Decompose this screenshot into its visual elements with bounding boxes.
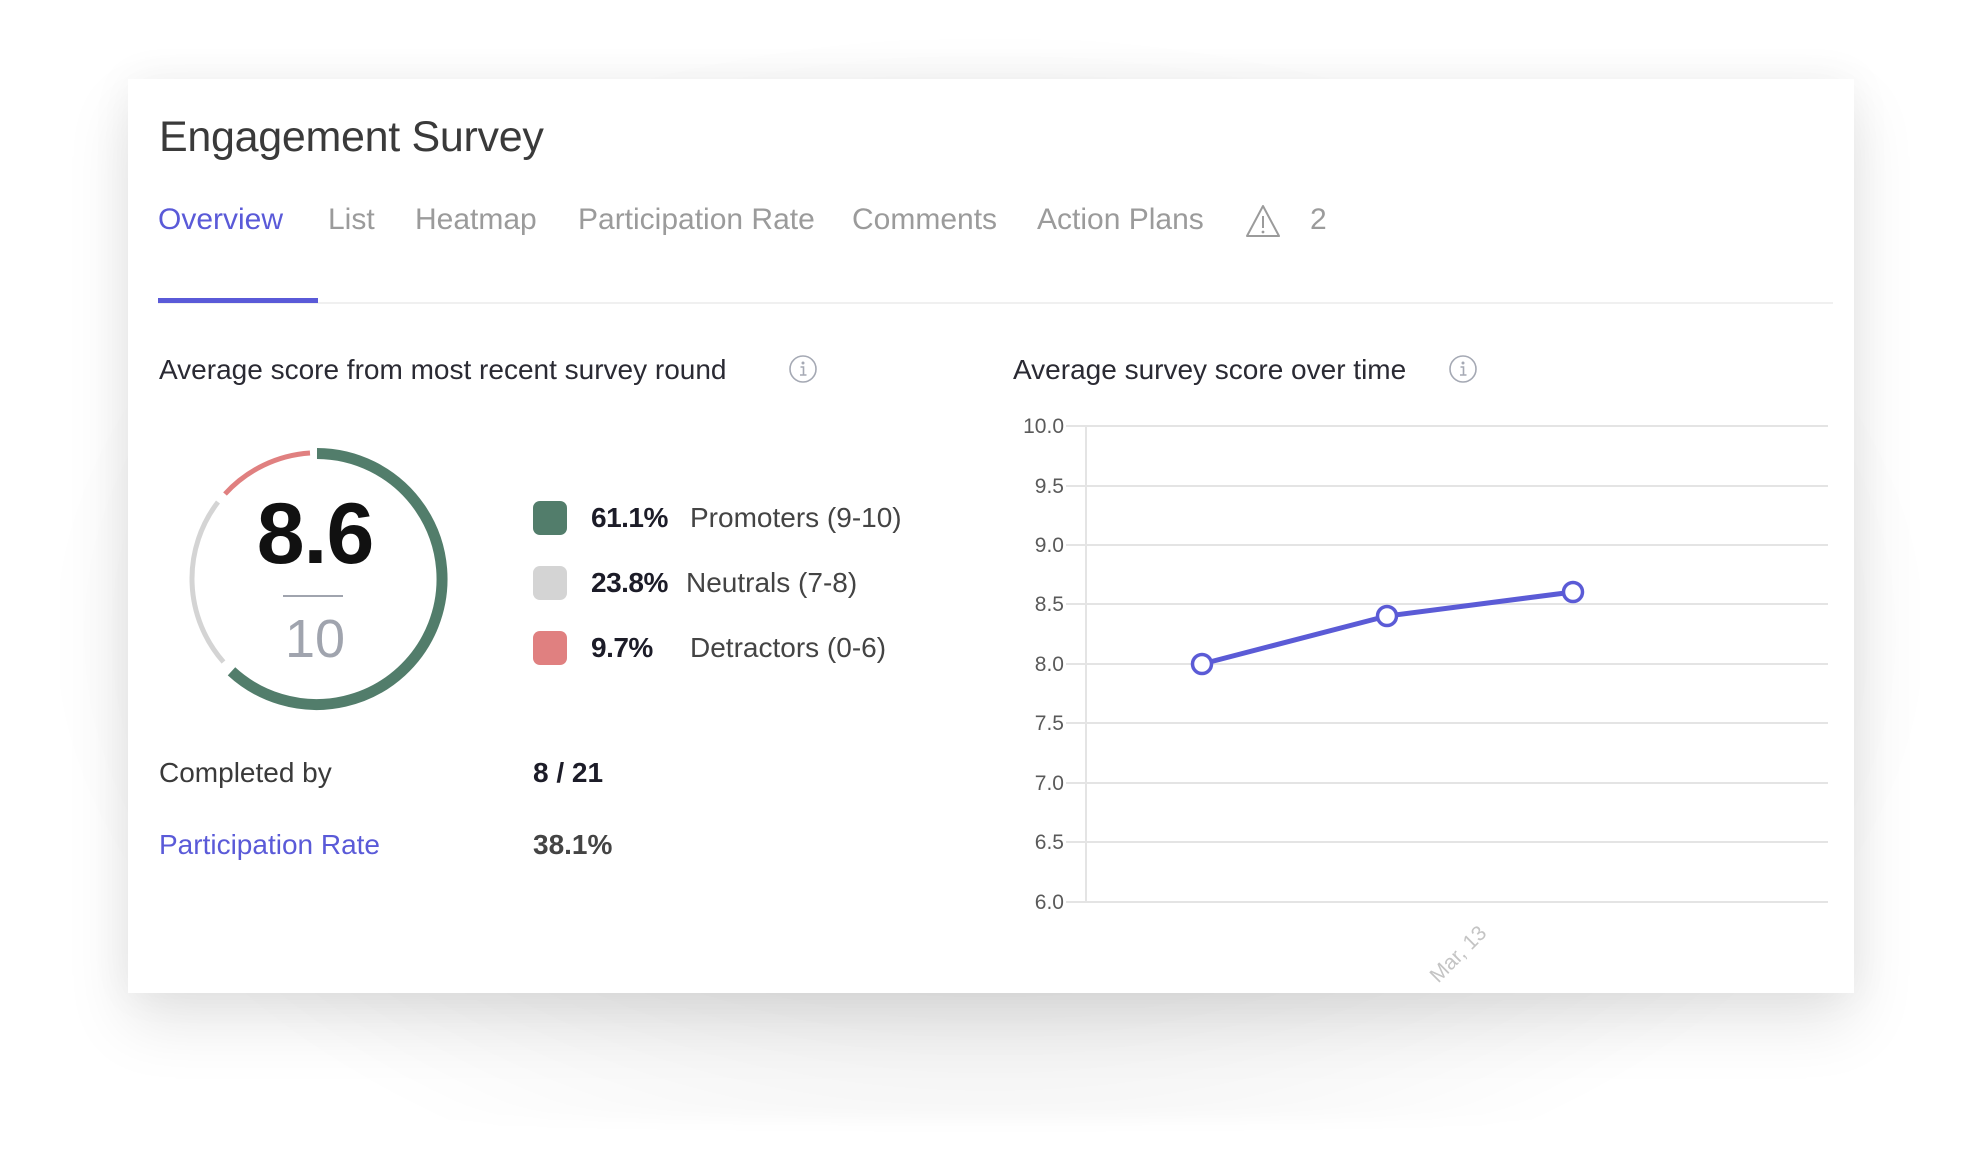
svg-text:9.0: 9.0 — [1035, 534, 1064, 557]
legend-percentage: 61.1% — [591, 502, 668, 533]
survey-card: Engagement Survey Overview List Heatmap … — [128, 79, 1854, 993]
info-icon[interactable] — [788, 354, 818, 384]
participation-rate-link[interactable]: Participation Rate — [159, 829, 381, 860]
neutrals-arc — [189, 500, 226, 664]
data-point[interactable] — [1190, 652, 1214, 676]
x-axis-label: Mar, 13 — [1426, 922, 1492, 988]
data-point[interactable] — [1375, 604, 1399, 628]
tab-heatmap[interactable]: Heatmap — [415, 203, 537, 236]
page-title: Engagement Survey — [159, 113, 544, 161]
score-panel-title: Average score from most recent survey ro… — [159, 354, 727, 385]
svg-text:8.5: 8.5 — [1035, 593, 1064, 616]
tab-overview[interactable]: Overview — [158, 203, 284, 236]
tab-participation-rate[interactable]: Participation Rate — [578, 203, 815, 236]
y-gridlines — [1066, 425, 1828, 903]
completed-by-label: Completed by — [159, 757, 332, 788]
completed-by-value: 8 / 21 — [533, 757, 604, 788]
legend-percentage: 9.7% — [591, 632, 653, 663]
data-point[interactable] — [1561, 580, 1585, 604]
average-score: 8.6 — [256, 486, 375, 582]
tab-divider — [158, 302, 1833, 304]
score-max: 10 — [284, 609, 346, 669]
legend-label: Detractors (0-6) — [690, 632, 887, 663]
alert-count[interactable]: 2 — [1310, 203, 1327, 236]
tab-list[interactable]: List — [328, 203, 375, 236]
legend-item-detractors: 9.7% Detractors (0-6) — [533, 628, 953, 668]
tab-comments[interactable]: Comments — [852, 203, 998, 236]
svg-text:10.0: 10.0 — [1023, 415, 1064, 438]
neutrals-swatch — [533, 566, 567, 600]
active-tab-indicator — [158, 298, 318, 303]
promoters-swatch — [533, 501, 567, 535]
legend-item-promoters: 61.1% Promoters (9-10) — [533, 498, 953, 538]
promoters-arc — [227, 448, 448, 710]
legend-percentage: 23.8% — [591, 567, 668, 598]
tab-action-plans[interactable]: Action Plans — [1037, 203, 1204, 236]
detractors-swatch — [533, 631, 567, 665]
svg-text:6.5: 6.5 — [1035, 831, 1064, 854]
info-icon[interactable] — [1448, 354, 1478, 384]
warning-triangle-icon[interactable] — [1245, 204, 1281, 238]
score-line-chart: 10.0 9.5 9.0 8.5 8.0 7.5 7.0 6.5 6.0 Mar… — [1023, 415, 1828, 988]
y-axis-labels: 10.0 9.5 9.0 8.5 8.0 7.5 7.0 6.5 6.0 — [1023, 415, 1064, 914]
legend-label: Neutrals (7-8) — [686, 567, 858, 598]
svg-text:6.0: 6.0 — [1035, 891, 1064, 914]
score-trend-line — [1201, 589, 1574, 667]
svg-text:7.0: 7.0 — [1035, 772, 1064, 795]
score-donut-chart — [189, 448, 448, 710]
legend-label: Promoters (9-10) — [690, 502, 902, 533]
participation-rate-value: 38.1% — [533, 829, 613, 860]
svg-text:9.5: 9.5 — [1035, 475, 1064, 498]
legend-item-neutrals: 23.8% Neutrals (7-8) — [533, 563, 953, 603]
svg-text:7.5: 7.5 — [1035, 712, 1064, 735]
trend-panel-title: Average survey score over time — [1013, 354, 1407, 385]
detractors-arc — [223, 450, 311, 496]
svg-text:8.0: 8.0 — [1035, 653, 1064, 676]
score-divider — [283, 595, 343, 597]
tab-bar: Overview List Heatmap Participation Rate… — [128, 79, 1854, 309]
